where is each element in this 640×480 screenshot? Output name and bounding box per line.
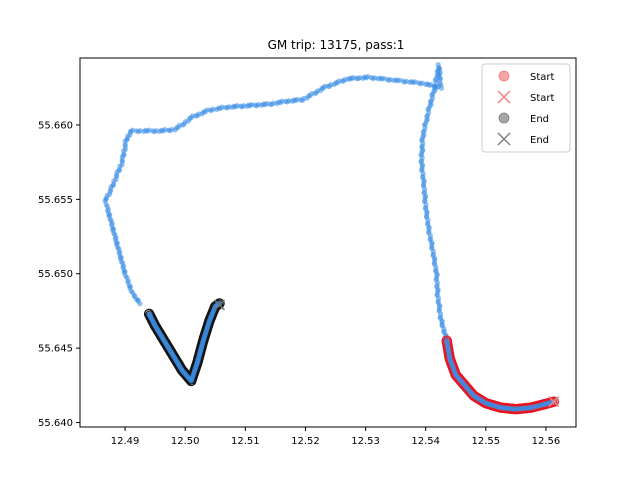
y-tick-label: 55.645 [38,344,73,355]
legend-box [481,63,571,153]
start-x-marker [548,396,560,408]
y-tick-label: 55.660 [38,120,73,131]
end-segment-point [211,300,222,311]
chart-title: GM trip: 13175, pass:1 [268,38,405,52]
end-segment-core [216,300,223,307]
legend-label: End [530,135,549,146]
x-tick-label: 12.53 [351,436,380,447]
x-tick-label: 12.54 [411,436,440,447]
legend-entry: Start [497,90,555,104]
legend-entry: End [498,112,549,125]
endpoint-markers [213,299,560,408]
legend-entries: Start Start End End [497,70,555,146]
x-tick-label: 12.49 [111,436,140,447]
legend-entry: End [497,132,549,146]
end-segment-point [212,299,224,310]
legend-x-marker [497,132,511,146]
legend-entry: Start [498,70,555,83]
start-segment-points [441,335,560,415]
route-point [137,301,143,307]
legend-circle-marker [498,70,510,82]
plot-area [79,57,577,428]
x-tick-label: 12.55 [471,436,500,447]
y-axis: 55.640 55.645 55.650 55.655 55.660 [38,120,80,429]
x-tick-label: 12.50 [171,436,200,447]
end-segment-points [143,298,225,387]
plot-frame [79,57,577,428]
y-tick-label: 55.640 [38,418,73,429]
legend-label: Start [530,93,555,104]
legend-circle-marker [498,112,510,124]
x-tick-label: 12.51 [231,436,260,447]
end-x-marker [213,299,226,311]
legend: Start Start End End [481,63,571,153]
x-axis: 12.49 12.50 12.51 12.52 12.53 12.54 12.55 12.56 [111,427,560,447]
y-tick-label: 55.650 [38,269,73,280]
end-segment-point [214,298,225,309]
y-tick-label: 55.655 [38,195,73,206]
legend-label: Start [530,72,555,83]
legend-label: End [530,114,549,125]
x-tick-label: 12.52 [291,436,320,447]
route-points [102,62,449,343]
x-tick-label: 12.56 [532,436,561,447]
legend-x-marker [497,90,511,104]
